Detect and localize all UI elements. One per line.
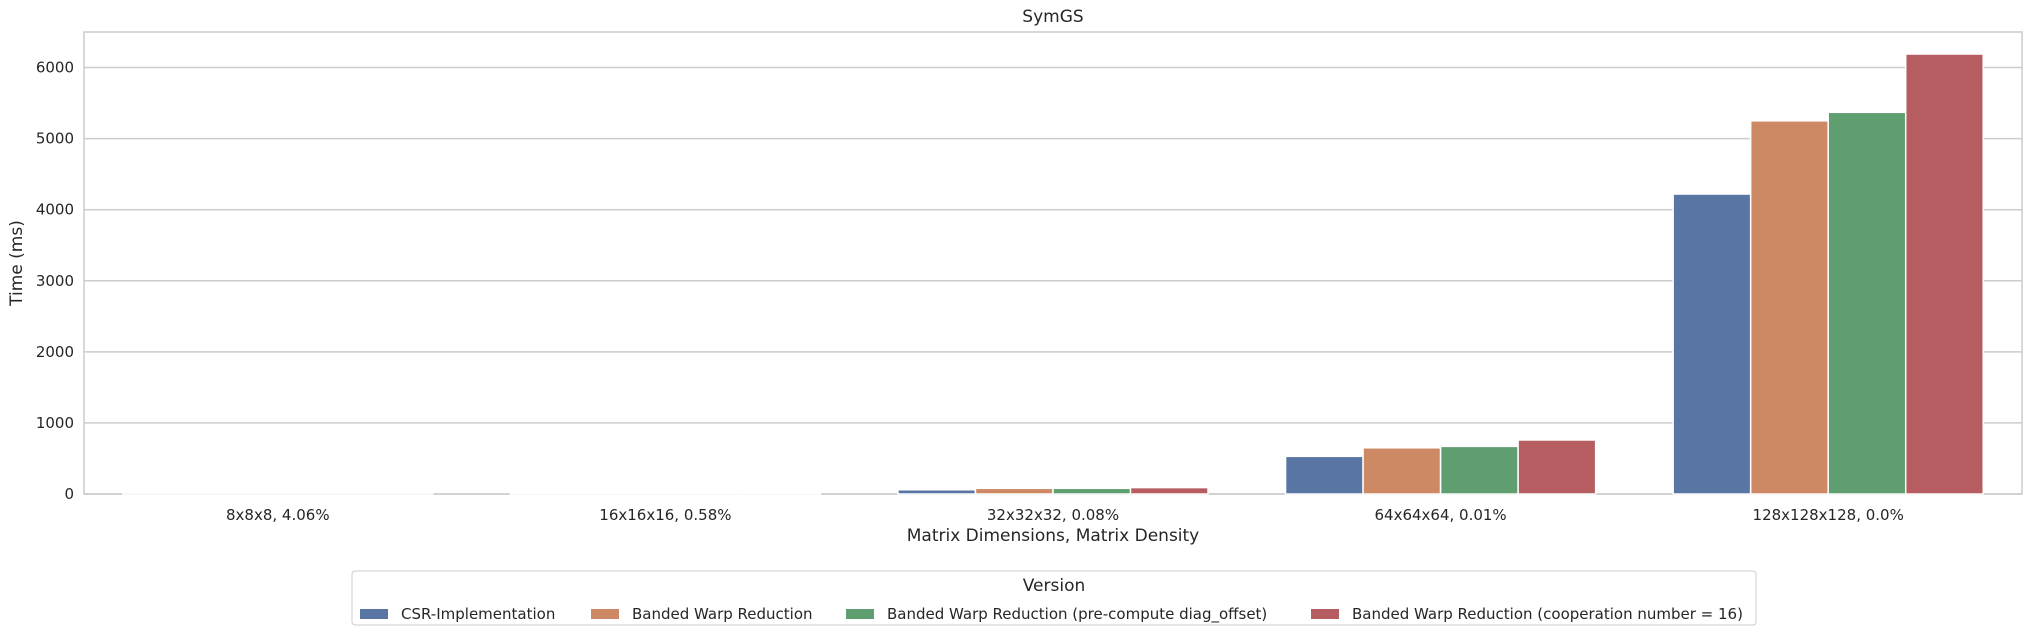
bars [122, 53, 1984, 495]
y-tick-labels: 0 1000 2000 3000 4000 5000 6000 [36, 59, 74, 503]
y-tick-label: 2000 [36, 343, 74, 361]
legend: Version CSR-Implementation Banded Warp Re… [351, 570, 1757, 626]
x-tick-label: 128x128x128, 0.0% [1753, 506, 1904, 524]
chart-title: SymGS [1022, 7, 1083, 27]
legend-items: CSR-Implementation Banded Warp Reduction B… [360, 605, 1743, 624]
bar [587, 492, 667, 495]
y-tick-label: 0 [64, 485, 74, 503]
bar [1749, 120, 1829, 495]
bar [1362, 447, 1442, 495]
bar [664, 492, 744, 495]
y-axis-label: Time (ms) [7, 220, 27, 307]
x-axis-label: Matrix Dimensions, Matrix Density [907, 526, 1200, 546]
bar [897, 488, 977, 495]
y-tick-label: 4000 [36, 201, 74, 219]
legend-swatch [360, 609, 388, 619]
bar [1672, 193, 1752, 495]
legend-title: Version [1023, 576, 1086, 596]
bar [1904, 53, 1984, 495]
bar [1517, 439, 1597, 495]
bar [509, 492, 589, 495]
legend-swatch [591, 609, 619, 619]
bar [1129, 486, 1209, 495]
bar [1827, 111, 1907, 495]
legend-label: CSR-Implementation [401, 605, 555, 623]
x-tick-labels: 8x8x8, 4.06% 16x16x16, 0.58% 32x32x32, 0.0… [226, 506, 1904, 524]
bar [742, 492, 822, 495]
legend-label: Banded Warp Reduction (pre-compute diag_… [887, 605, 1267, 624]
y-tick-label: 6000 [36, 59, 74, 77]
x-tick-label: 32x32x32, 0.08% [987, 506, 1119, 524]
bar [1284, 455, 1364, 495]
bar [974, 487, 1054, 495]
x-tick-label: 64x64x64, 0.01% [1374, 506, 1506, 524]
legend-label: Banded Warp Reduction (cooperation numbe… [1352, 605, 1743, 623]
bar [1439, 445, 1519, 495]
y-tick-label: 3000 [36, 272, 74, 290]
legend-swatch [846, 609, 874, 619]
legend-label: Banded Warp Reduction [632, 605, 813, 623]
bar [1052, 487, 1132, 495]
y-tick-label: 5000 [36, 130, 74, 148]
legend-swatch [1311, 609, 1339, 619]
x-tick-label: 16x16x16, 0.58% [599, 506, 731, 524]
x-tick-label: 8x8x8, 4.06% [226, 506, 330, 524]
y-tick-label: 1000 [36, 414, 74, 432]
legend-box [351, 570, 1757, 626]
